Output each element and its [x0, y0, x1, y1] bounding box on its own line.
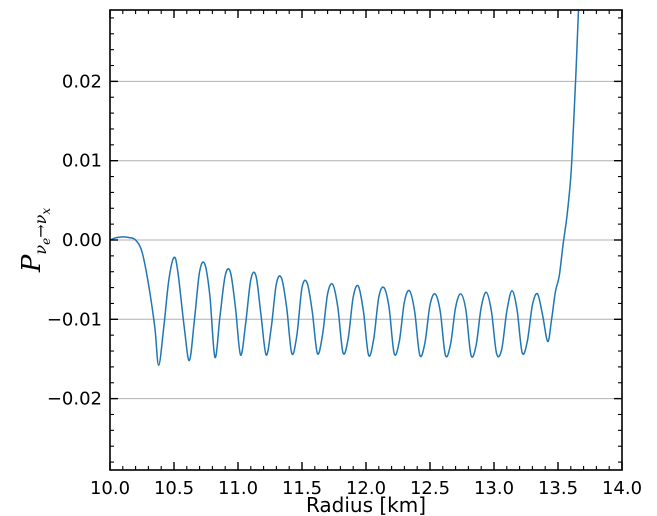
x-tick-label: 12.5	[410, 478, 450, 499]
y-tick-label: 0.02	[62, 71, 102, 92]
x-tick-label: 11.0	[218, 478, 258, 499]
x-tick-label: 13.0	[474, 478, 514, 499]
x-tick-label: 10.5	[154, 478, 194, 499]
plot-area	[110, 10, 580, 367]
y-label-nu-to: ν	[31, 214, 50, 224]
y-tick-label: 0.00	[62, 230, 102, 251]
x-axis-label: Radius [km]	[306, 493, 426, 516]
y-label-nu-from-sub: e	[39, 238, 53, 245]
x-tick-label: 13.5	[538, 478, 578, 499]
y-axis-label: Pνe→νx	[17, 208, 53, 273]
x-tick-labels: 10.0 10.5 11.0 11.5 12.0 12.5 13.0 13.5 14.0	[90, 478, 642, 499]
x-tick-label: 14.0	[602, 478, 642, 499]
y-tick-labels: −0.02 −0.01 0.00 0.01 0.02	[47, 71, 102, 409]
grid-lines	[110, 80, 622, 400]
x-tick-label: 12.0	[346, 478, 386, 499]
y-tick-label: −0.01	[47, 309, 102, 330]
y-label-symbol: P	[17, 254, 47, 273]
y-label-nu-from: ν	[31, 245, 50, 255]
axis-ticks	[109, 10, 623, 470]
x-tick-label: 11.5	[282, 478, 322, 499]
y-tick-label: −0.02	[47, 389, 102, 410]
y-label-arrow: →	[31, 224, 50, 237]
y-label-nu-to-sub: x	[39, 208, 53, 215]
x-tick-label: 10.0	[90, 478, 130, 499]
series-line	[110, 10, 580, 367]
y-tick-label: 0.01	[62, 151, 102, 172]
